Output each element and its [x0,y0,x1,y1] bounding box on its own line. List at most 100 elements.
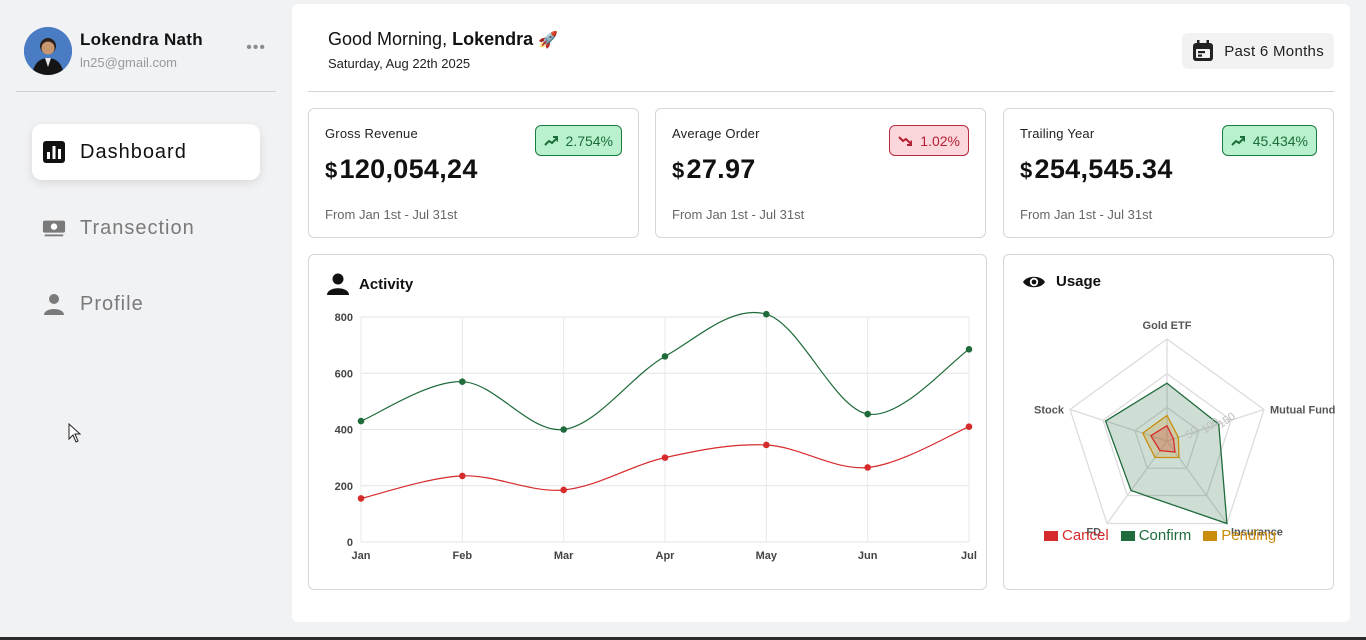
data-point-cancel [661,454,669,461]
usage-panel: Usage 50 100 150 Gold ETF Mutual Fund Insuran… [1003,254,1335,590]
radar-spoke [1166,440,1228,524]
currency-symbol: $ [1020,158,1033,183]
y-tick-label: 600 [335,368,353,380]
data-point-confirm [661,353,669,360]
radar-grid [1102,372,1232,497]
x-tick-label: Apr [656,550,676,562]
date-range-label: Past 6 Months [1224,42,1324,60]
radar-spoke [1106,440,1168,524]
radar-area-cancel [1149,424,1176,453]
radar-area-confirm [1104,382,1228,525]
data-point-cancel [763,441,770,449]
legend-item-pending[interactable]: Pending [1203,527,1276,544]
change-badge: 2.754% [534,125,622,156]
change-value: 2.754% [565,132,613,149]
trend-down-icon [898,135,913,146]
data-point-confirm [763,310,770,318]
avatar[interactable] [24,27,72,75]
stat-card-average-order: Average Order 1.02% $27.97 From Jan 1st … [655,108,986,238]
eye-icon [1023,276,1045,287]
user-email: ln25@gmail.com [80,55,178,70]
mouse-cursor-icon [68,423,82,443]
sidebar-item-label: Dashboard [80,140,187,163]
currency-symbol: $ [325,158,338,183]
card-period: From Jan 1st - Jul 31st [1020,207,1153,222]
activity-header: Activity [327,273,413,295]
activity-line-chart: 0 200 400 600 800 Jan Feb Mar Apr May Jun Jul [335,310,977,562]
currency-symbol: $ [672,158,685,183]
y-tick-label: 800 [335,312,353,324]
person-icon [42,292,66,316]
person-icon [327,273,349,295]
card-title: Gross Revenue [325,126,418,141]
data-point-cancel [357,495,365,502]
sidebar-item-transection[interactable]: Transection [32,200,260,256]
amount: 120,054,24 [339,154,478,184]
change-value: 1.02% [920,132,960,149]
rocket-icon: 🚀 [538,32,559,49]
radar-grid [1069,338,1265,525]
radar-spoke [1166,408,1265,442]
legend-swatch [1044,530,1058,541]
money-icon [42,216,66,240]
data-point-confirm [357,417,365,425]
legend-swatch [1120,530,1135,541]
sidebar-item-dashboard[interactable]: Dashboard [32,124,260,180]
header-divider [308,91,1334,92]
greeting: Good Morning, Lokendra 🚀 [328,29,558,50]
radar-axis-label: Mutual Fund [1270,404,1335,416]
legend-label: Confirm [1138,527,1192,544]
radar-axis-label: Stock [1034,404,1065,416]
x-tick-label: May [756,550,778,562]
data-point-confirm [965,346,973,353]
y-tick-label: 200 [335,481,353,493]
x-tick-label: Feb [453,550,473,562]
legend-item-cancel[interactable]: Cancel [1044,527,1109,544]
activity-title: Activity [359,275,414,293]
legend-label: Cancel [1062,527,1109,544]
data-point-confirm [459,378,466,385]
trend-up-icon [1231,135,1245,146]
greeting-name: Lokendra [452,29,534,49]
x-tick-label: Jun [858,550,878,562]
change-badge: 1.02% [889,125,969,156]
data-point-cancel [560,486,567,494]
radar-area-pending [1141,414,1180,459]
user-name: Lokendra Nath [80,30,203,49]
y-tick-label: 400 [335,425,353,437]
y-tick-label: 0 [347,537,353,549]
date-range-button[interactable]: Past 6 Months [1182,33,1334,69]
usage-legend: Cancel Confirm Pending [1044,527,1276,544]
card-period: From Jan 1st - Jul 31st [325,207,458,222]
x-tick-label: Mar [554,550,574,562]
amount: 254,545.34 [1034,154,1173,184]
radar-axis-label: FD [1086,527,1101,539]
legend-label: Pending [1221,527,1277,544]
sidebar-item-profile[interactable]: Profile [32,276,260,332]
card-value: $27.97 [672,154,756,185]
sidebar: Lokendra Nath ln25@gmail.com ••• Dashboa… [0,0,292,637]
bottom-edge [0,637,1366,640]
radar-axis-label: Insurance [1231,527,1283,539]
stat-card-gross-revenue: Gross Revenue 2.754% $120,054,24 From Ja… [308,108,639,238]
sidebar-item-label: Profile [80,292,144,315]
x-tick-label: Jul [961,550,977,562]
card-period: From Jan 1st - Jul 31st [672,207,805,222]
data-point-cancel [965,423,973,430]
user-profile: Lokendra Nath ln25@gmail.com ••• [24,27,276,75]
legend-swatch [1203,530,1218,541]
greeting-prefix: Good Morning, [328,29,453,49]
trend-up-icon [543,135,558,146]
activity-panel: Activity 0 200 400 600 800 Jan Feb Mar Apr May Jun… [308,254,987,590]
x-tick-label: Jan [352,550,371,562]
more-options-button[interactable]: ••• [246,39,266,56]
amount: 27.97 [686,154,756,184]
sidebar-item-label: Transection [80,216,195,239]
calendar-icon [1193,40,1214,61]
data-point-confirm [560,426,567,433]
radar-grid [1134,406,1200,469]
legend-item-confirm[interactable]: Confirm [1120,527,1192,544]
data-point-cancel [459,472,466,480]
current-date: Saturday, Aug 22th 2025 [328,56,471,71]
